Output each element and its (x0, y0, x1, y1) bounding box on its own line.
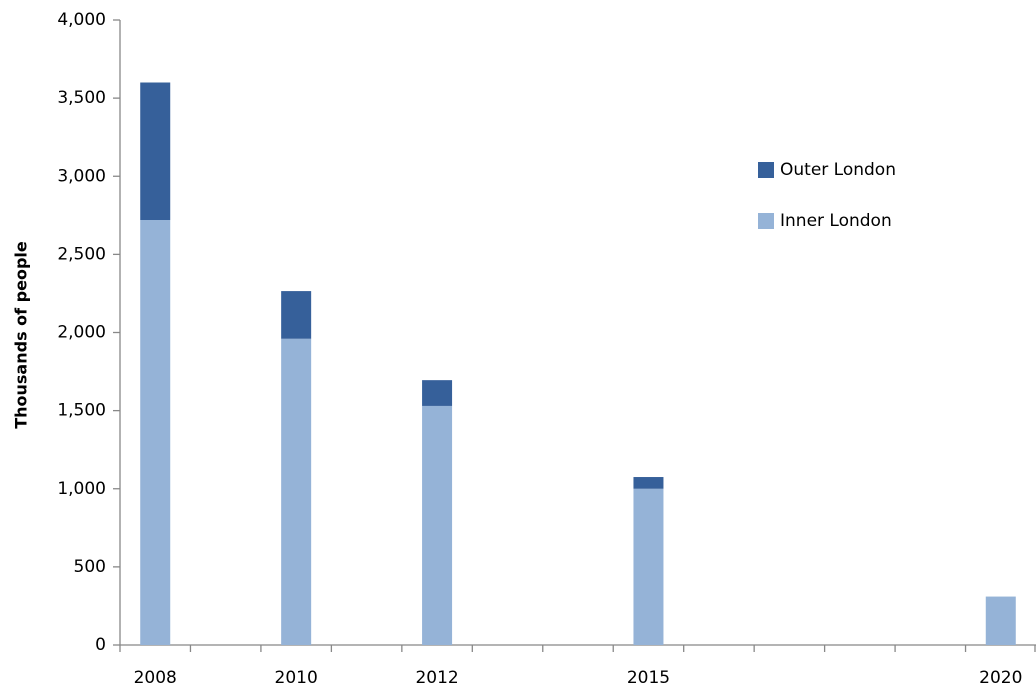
legend-label: Inner London (780, 211, 892, 231)
y-axis-label: Thousands of people (12, 241, 31, 429)
y-tick-label: 3,000 (57, 166, 106, 186)
bar-segment (140, 82, 171, 220)
x-tick-label: 2020 (979, 668, 1022, 688)
y-tick-label: 2,500 (57, 244, 106, 264)
y-tick-label: 4,000 (57, 10, 106, 30)
bar-segment (422, 380, 453, 406)
x-tick-label: 2015 (627, 668, 670, 688)
x-tick-label: 2012 (415, 668, 458, 688)
legend-label: Outer London (780, 160, 896, 180)
y-tick-label: 500 (74, 557, 106, 577)
y-tick-label: 1,500 (57, 401, 106, 421)
y-tick-label: 2,000 (57, 323, 106, 343)
bar-segment (140, 220, 171, 645)
x-tick-label: 2010 (275, 668, 318, 688)
x-tick-label: 2008 (134, 668, 177, 688)
legend-swatch (758, 162, 774, 178)
bar-segment (633, 488, 664, 645)
y-tick-label: 0 (95, 635, 106, 655)
bar-segment (281, 291, 312, 339)
legend-swatch (758, 213, 774, 229)
bar-segment (633, 477, 664, 489)
bar-segment (422, 405, 453, 645)
y-tick-label: 3,500 (57, 88, 106, 108)
y-tick-label: 1,000 (57, 479, 106, 499)
bar-segment (281, 338, 312, 645)
bar-segment (985, 596, 1016, 645)
